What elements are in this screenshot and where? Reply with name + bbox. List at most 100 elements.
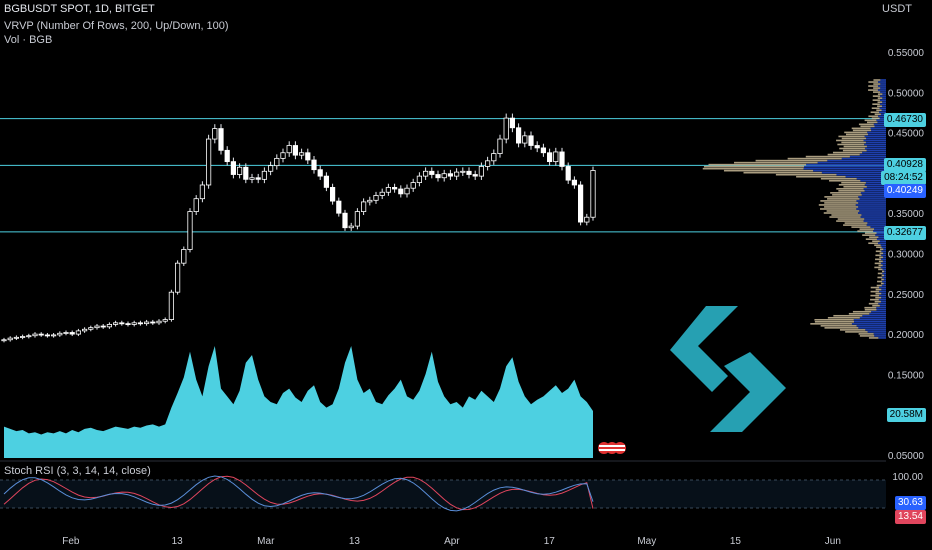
candle-up [174, 262, 181, 293]
profile-bar-up [882, 101, 886, 103]
profile-bar-down [734, 161, 818, 164]
vrvp-legend[interactable]: VRVP (Number Of Rows, 200, Up/Down, 100) [4, 20, 229, 32]
profile-bar-up [859, 198, 886, 200]
profile-bar-up [862, 151, 886, 154]
candle-down [540, 147, 547, 154]
profile-bar-up [863, 188, 886, 190]
candle-up [212, 128, 218, 140]
profile-bar-up [879, 304, 886, 307]
candle-down [447, 173, 454, 177]
profile-bar-up [866, 149, 886, 152]
profile-bar-up [855, 204, 886, 206]
candle-down [119, 322, 125, 325]
candle-up [63, 332, 69, 334]
candle-up [199, 184, 205, 200]
profile-bar-down [875, 288, 882, 291]
profile-bar-up [871, 310, 886, 313]
candle-up [181, 249, 187, 264]
candle-up [75, 330, 81, 335]
flag-icons[interactable] [597, 441, 627, 455]
profile-bar-up [867, 331, 886, 333]
profile-bar-down [872, 304, 880, 307]
profile-bar-down [833, 314, 863, 317]
profile-bar-up [878, 85, 886, 87]
profile-bar-down [820, 177, 857, 180]
profile-bar-up [858, 202, 886, 204]
stoch-k-tag: 30.63 [894, 496, 926, 510]
profile-bar-up [879, 99, 886, 101]
profile-bar-up [880, 95, 886, 97]
profile-bar-up [870, 127, 886, 130]
profile-bar-down [824, 196, 859, 198]
profile-bar-down [820, 208, 857, 210]
profile-bar-up [864, 135, 886, 138]
candle-up [280, 152, 286, 159]
profile-bar-down [818, 204, 856, 206]
candle-up [249, 177, 255, 180]
profile-bar-up [865, 141, 886, 144]
price-tick: 0.50000 [888, 88, 925, 99]
candle-up [193, 198, 199, 212]
time-tick: 17 [544, 536, 556, 547]
profile-bar-up [880, 300, 886, 303]
price-tick: 0.20000 [888, 330, 925, 341]
candle-down [571, 179, 578, 186]
profile-bar-down [879, 252, 884, 255]
profile-bar-up [881, 250, 886, 253]
profile-bar-down [702, 167, 804, 170]
profile-bar-up [876, 119, 886, 122]
candle-down [255, 177, 261, 180]
profile-bar-up [882, 97, 886, 99]
profile-bar-down [755, 159, 828, 162]
profile-bar-up [873, 230, 886, 232]
candle-up [503, 117, 509, 140]
profile-bar-up [879, 286, 886, 289]
price-tick: 0.15000 [888, 370, 925, 381]
profile-bar-up [882, 264, 886, 267]
candle-up [497, 138, 503, 154]
candle-down [435, 174, 441, 179]
stoch-rsi-legend[interactable]: Stoch RSI (3, 3, 14, 14, close) [4, 465, 151, 477]
profile-bar-up [858, 196, 886, 198]
profile-bar-up [863, 220, 886, 222]
profile-bar-up [864, 147, 886, 150]
profile-bar-down [878, 268, 883, 271]
profile-bar-down [851, 226, 871, 228]
profile-bar-up [859, 316, 886, 319]
profile-bar-down [873, 83, 881, 85]
profile-bar-down [874, 244, 881, 247]
candle-down [578, 184, 584, 223]
level-tag-mid: 0.40928 [883, 158, 926, 172]
profile-bar-up [878, 294, 886, 297]
profile-bar-down [832, 194, 862, 196]
profile-bar-down [846, 133, 869, 136]
candle-up [187, 211, 193, 250]
candle-up [168, 291, 174, 320]
profile-bar-down [796, 175, 846, 178]
volume-legend[interactable]: Vol · BGB [4, 34, 53, 46]
profile-bar-down [823, 212, 858, 214]
profile-bar-down [839, 147, 865, 150]
profile-bar-down [859, 228, 875, 230]
profile-bar-down [875, 292, 882, 295]
profile-bar-up [882, 256, 886, 259]
candle-up [553, 151, 559, 163]
profile-bar-down [879, 256, 883, 259]
profile-bar-down [881, 274, 885, 277]
bitget-logo-icon [670, 306, 786, 432]
profile-bar-down [870, 294, 879, 297]
symbol-legend[interactable]: BGBUSDT SPOT, 1D, BITGET [4, 3, 155, 15]
candle-down [150, 321, 156, 324]
profile-bar-down [876, 109, 882, 112]
profile-bar-up [861, 214, 886, 216]
profile-bar-down [875, 258, 882, 261]
profile-bar-up [882, 93, 886, 95]
profile-bar-up [878, 337, 886, 339]
profile-bar-down [881, 278, 884, 281]
profile-bar-down [829, 216, 861, 218]
profile-bar-up [853, 318, 886, 321]
profile-bar-up [882, 268, 886, 271]
candle-up [286, 145, 292, 154]
candle-down [429, 170, 435, 175]
profile-bar-down [837, 143, 865, 146]
